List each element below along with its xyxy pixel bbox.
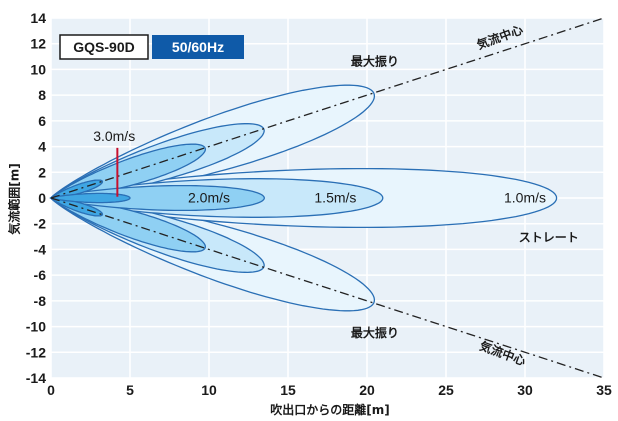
model-badge: GQS-90D bbox=[59, 34, 149, 60]
model-badge-label: GQS-90D bbox=[73, 39, 134, 55]
y-tick-label: 8 bbox=[38, 87, 46, 103]
lobe-straight-2 bbox=[50, 184, 265, 212]
y-axis-label: 気流範囲[m] bbox=[7, 163, 22, 234]
lobe-straight-3 bbox=[50, 192, 131, 204]
speed-label-3: 3.0m/s bbox=[93, 128, 135, 144]
x-axis-label: 吹出口からの距離[m] bbox=[270, 402, 389, 417]
straight-label: ストレート bbox=[519, 231, 579, 245]
x-tick-label: 15 bbox=[280, 382, 296, 398]
y-tick-label: 6 bbox=[38, 113, 46, 129]
speed-label-0: 1.0m/s bbox=[504, 190, 546, 206]
y-tick-label: 10 bbox=[30, 61, 46, 77]
x-tick-label: 20 bbox=[359, 382, 375, 398]
y-tick-label: -12 bbox=[26, 344, 46, 360]
centerline-0 bbox=[50, 17, 605, 199]
x-tick-label: 10 bbox=[201, 382, 217, 398]
y-tick-label: -6 bbox=[34, 267, 47, 283]
bottom-swing-label: 最大振り bbox=[351, 325, 399, 340]
x-tick-label: 35 bbox=[596, 382, 612, 398]
y-tick-label: 14 bbox=[30, 10, 46, 26]
speed-label-1: 1.5m/s bbox=[314, 190, 356, 206]
frequency-badge-label: 50/60Hz bbox=[172, 39, 224, 55]
x-tick-label: 0 bbox=[47, 382, 55, 398]
y-tick-label: -2 bbox=[34, 216, 47, 232]
y-tick-label: 4 bbox=[38, 139, 46, 155]
y-tick-label: 2 bbox=[38, 164, 46, 180]
y-tick-label: 0 bbox=[38, 190, 46, 206]
x-tick-label: 5 bbox=[126, 382, 134, 398]
x-tick-label: 30 bbox=[517, 382, 533, 398]
y-tick-label: 12 bbox=[30, 36, 46, 52]
y-tick-label: -14 bbox=[26, 370, 46, 386]
centerline-1 bbox=[50, 197, 605, 379]
y-tick-label: -8 bbox=[34, 293, 47, 309]
x-tick-label: 25 bbox=[438, 382, 454, 398]
frequency-badge: 50/60Hz bbox=[152, 35, 244, 59]
top-swing-label: 最大振り bbox=[351, 54, 399, 69]
speed-label-2: 2.0m/s bbox=[188, 190, 230, 206]
y-tick-label: -4 bbox=[34, 241, 47, 257]
y-tick-label: -10 bbox=[26, 319, 46, 335]
